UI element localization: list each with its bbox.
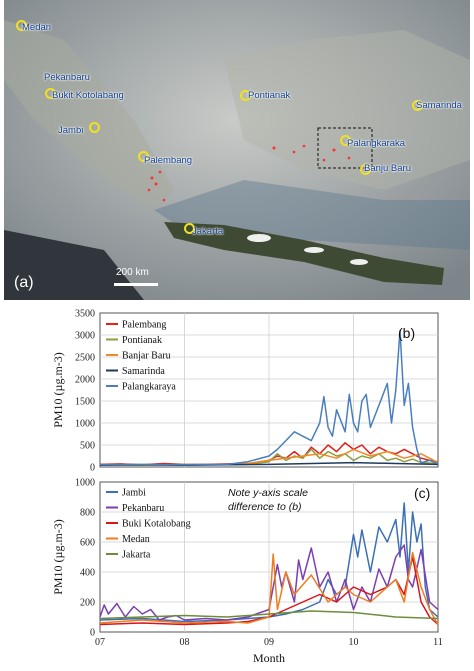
city-marker-palembang (138, 151, 149, 162)
x-axis-label: Month (253, 651, 285, 665)
note-text: Note y-axis scale (228, 487, 308, 499)
chart-panel-c: 0 200 400 600 800 1000 07 08 09 10 11 Jambi Pekanbar… (51, 478, 443, 666)
y-tick-label: 1000 (75, 419, 95, 430)
satellite-map: Medan Pekanbaru Bukit Kotolabang Jambi P… (4, 0, 470, 300)
y-tick-label: 0 (90, 463, 95, 474)
x-tick-label: 09 (264, 637, 274, 648)
city-label-bukit-kotolabang: Bukit Kotolabang (52, 90, 124, 101)
study-area-box (317, 127, 373, 169)
city-label-samarinda: Samarinda (416, 100, 462, 111)
x-tick-label: 08 (180, 637, 190, 648)
legend-label: Buki Kotalobang (122, 519, 191, 530)
series-line-jambi (99, 502, 439, 623)
city-marker-jakarta (184, 223, 195, 234)
y-tick-label: 400 (80, 568, 95, 579)
legend-label: Medan (122, 534, 150, 545)
city-label-palembang: Palembang (144, 155, 193, 166)
legend-label: Pontianak (122, 335, 162, 346)
series-line-pekanbaru (99, 544, 439, 621)
y-tick-label: 3000 (75, 331, 95, 342)
x-tick-label: 10 (349, 637, 359, 648)
city-marker-samarinda (412, 100, 423, 111)
city-marker-bukit-kotolabang (45, 88, 56, 99)
legend-label: Banjar Baru (122, 351, 171, 362)
city-label-banju-baru: Banju Baru (364, 163, 412, 174)
note-text: difference to (b) (228, 501, 302, 513)
chart-panel-b: 0 500 1000 1500 2000 2500 3000 3500 Palembang Pon… (51, 309, 439, 474)
y-tick-label: 2500 (75, 353, 95, 364)
city-marker-banju-baru (360, 164, 371, 175)
panel-a-label: (a) (14, 274, 34, 291)
legend-label: Palangkaraya (122, 382, 176, 393)
fire-hotspots (147, 144, 351, 202)
y-axis-label: PM10 (µg.m-3) (51, 519, 65, 595)
series-line-buki-kotalobang (99, 556, 439, 626)
panel-label: (c) (414, 485, 430, 501)
panel-label: (b) (398, 325, 415, 341)
y-tick-label: 1500 (75, 397, 95, 408)
pm10-charts: 0500100015002000250030003500PalembangPon… (51, 309, 443, 666)
series-line-palangkaraya (99, 329, 439, 466)
legend-label: Palembang (122, 320, 166, 331)
city-label-jambi: Jambi (58, 125, 84, 136)
y-tick-label: 800 (80, 508, 95, 519)
city-marker-pontianak (240, 90, 251, 101)
city-label-pontianak: Pontianak (248, 90, 291, 101)
series-line-jakarta (99, 610, 439, 620)
city-label-pekanbaru: Pekanbaru (44, 72, 90, 83)
city-label-palangkaraka: Palangkaraka (347, 138, 406, 149)
scale-bar (114, 283, 158, 286)
y-tick-label: 500 (80, 441, 95, 452)
legend-label: Pekanbaru (122, 503, 164, 514)
city-label-medan: Medan (22, 22, 52, 33)
legend-label: Jakarta (122, 550, 151, 561)
x-tick-label: 07 (95, 637, 105, 648)
map-background (4, 0, 470, 300)
y-tick-label: 200 (80, 598, 95, 609)
y-axis-label: PM10 (µg.m-3) (51, 352, 65, 428)
scale-bar-label: 200 km (116, 267, 149, 278)
legend-label: Samarinda (122, 366, 165, 377)
city-marker-jambi (89, 122, 100, 133)
city-marker-medan (16, 20, 27, 31)
x-tick-label: 11 (433, 637, 443, 648)
city-label-jakarta: Jakarta (192, 226, 224, 237)
legend-label: Jambi (122, 488, 146, 499)
y-tick-label: 3500 (75, 309, 95, 320)
y-tick-label: 2000 (75, 375, 95, 386)
city-marker-palangkaraka (340, 135, 351, 146)
y-tick-label: 600 (80, 538, 95, 549)
series-line-medan (99, 551, 439, 625)
y-tick-label: 1000 (75, 478, 95, 489)
y-tick-label: 0 (90, 628, 95, 639)
